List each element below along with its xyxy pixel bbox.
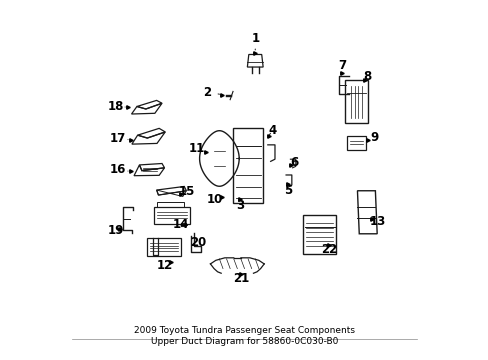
Text: 18: 18 — [107, 100, 123, 113]
Bar — [157, 202, 183, 207]
Bar — [303, 215, 336, 254]
Bar — [233, 128, 262, 203]
Bar — [345, 80, 367, 123]
Text: 10: 10 — [206, 193, 223, 206]
Text: 1: 1 — [251, 32, 259, 45]
Text: 11: 11 — [189, 142, 205, 155]
Text: 19: 19 — [107, 224, 123, 238]
Text: 16: 16 — [110, 163, 126, 176]
Bar — [154, 207, 190, 224]
Text: 17: 17 — [110, 132, 126, 145]
Text: 13: 13 — [369, 215, 385, 228]
Text: 20: 20 — [189, 236, 205, 249]
Text: 2: 2 — [203, 86, 210, 99]
Text: 22: 22 — [320, 243, 336, 256]
Bar — [146, 238, 181, 256]
Text: 14: 14 — [172, 218, 188, 231]
Bar — [346, 136, 366, 149]
Text: 12: 12 — [157, 259, 173, 272]
Text: 5: 5 — [284, 184, 292, 197]
Text: 8: 8 — [363, 69, 371, 82]
Text: 2009 Toyota Tundra Passenger Seat Components
Upper Duct Diagram for 58860-0C030-: 2009 Toyota Tundra Passenger Seat Compon… — [134, 326, 354, 346]
Text: 9: 9 — [369, 131, 378, 144]
Text: 7: 7 — [338, 59, 346, 72]
Text: 3: 3 — [236, 199, 244, 212]
Text: 15: 15 — [178, 185, 194, 198]
Text: 21: 21 — [232, 272, 248, 285]
Text: 4: 4 — [268, 124, 276, 137]
Text: 6: 6 — [290, 156, 298, 168]
